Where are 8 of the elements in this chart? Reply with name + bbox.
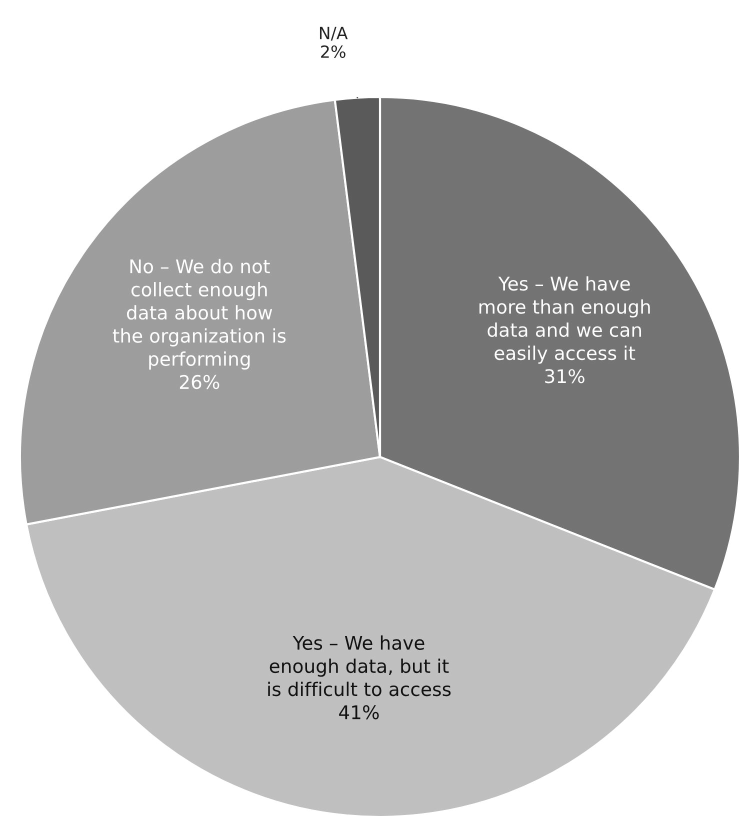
slice-label: Yes – We have more than enough data and we can easily access it bbox=[479, 276, 650, 364]
slice-label: Yes – We have enough data, but it is difficult to access bbox=[268, 635, 451, 696]
data-label: 41% bbox=[339, 705, 379, 720]
slice-label: No – We do not collect enough data about how the organization is performing bbox=[112, 258, 286, 370]
data-label: 2% bbox=[321, 45, 346, 58]
data-label: 26% bbox=[180, 374, 220, 390]
data-label: 31% bbox=[545, 369, 584, 384]
slice-label: N/A bbox=[320, 26, 348, 41]
